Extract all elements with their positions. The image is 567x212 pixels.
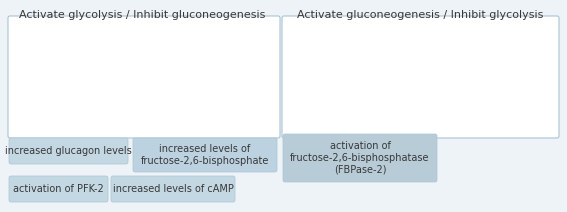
FancyBboxPatch shape (111, 176, 235, 202)
Text: increased levels of
fructose-2,6-bisphosphate: increased levels of fructose-2,6-bisphos… (141, 144, 269, 166)
FancyBboxPatch shape (282, 16, 559, 138)
FancyBboxPatch shape (8, 16, 280, 138)
Text: activation of PFK-2: activation of PFK-2 (13, 184, 104, 194)
Text: activation of
fructose-2,6-bisphosphatase
(FBPase-2): activation of fructose-2,6-bisphosphatas… (290, 141, 430, 175)
Text: Activate gluconeogenesis / Inhibit glycolysis: Activate gluconeogenesis / Inhibit glyco… (297, 10, 543, 20)
Text: Activate glycolysis / Inhibit gluconeogenesis: Activate glycolysis / Inhibit gluconeoge… (19, 10, 265, 20)
Text: increased glucagon levels: increased glucagon levels (5, 146, 132, 156)
FancyBboxPatch shape (9, 176, 108, 202)
FancyBboxPatch shape (283, 134, 437, 182)
FancyBboxPatch shape (9, 138, 128, 164)
FancyBboxPatch shape (133, 138, 277, 172)
Text: increased levels of cAMP: increased levels of cAMP (113, 184, 234, 194)
